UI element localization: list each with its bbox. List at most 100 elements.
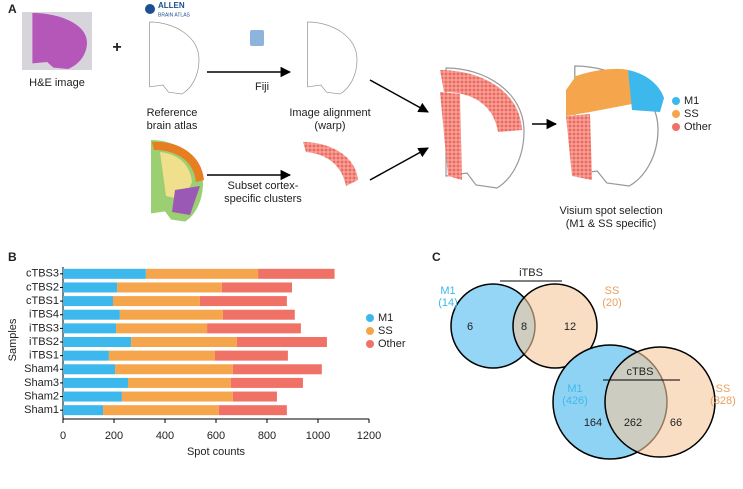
y-tick-label: iTBS2 xyxy=(29,336,59,348)
bar-segment xyxy=(236,337,327,347)
bar-segment xyxy=(63,309,120,320)
venn-count: 164 xyxy=(584,417,602,429)
bar-segment xyxy=(63,391,122,402)
venn-count: 66 xyxy=(670,417,682,429)
merged-spots xyxy=(440,92,462,180)
bar-segment xyxy=(112,296,200,307)
venn-title: cTBS xyxy=(627,366,654,378)
legend-dot xyxy=(366,340,374,348)
bar-segment xyxy=(63,350,109,361)
venn-circle xyxy=(512,283,598,369)
legend-dot xyxy=(366,327,374,335)
x-tick-label: 1200 xyxy=(357,430,381,442)
bar-segment xyxy=(232,391,277,402)
arrow xyxy=(369,147,429,181)
bar-segment xyxy=(145,268,259,279)
y-tick-label: iTBS1 xyxy=(29,350,59,362)
reference-label: Reference xyxy=(147,107,198,119)
set-size: (20) xyxy=(602,297,622,309)
bar-segment xyxy=(199,296,287,307)
y-tick-label: Sham3 xyxy=(24,377,59,389)
bar-segment xyxy=(63,268,146,279)
venn-circle xyxy=(604,346,716,458)
fiji-icon xyxy=(250,30,264,46)
x-tick-label: 600 xyxy=(207,430,225,442)
x-axis-title: Spot counts xyxy=(187,446,246,458)
he-label: H&E image xyxy=(29,77,85,89)
x-tick-label: 200 xyxy=(105,430,123,442)
bar-segment xyxy=(63,282,118,293)
y-tick-label: Sham4 xyxy=(24,363,59,375)
legend-dot xyxy=(672,123,680,131)
bar-segment xyxy=(116,323,208,334)
venn-count: 262 xyxy=(624,417,642,429)
other-region xyxy=(566,114,592,180)
legend-label: M1 xyxy=(378,312,393,324)
bar-segment xyxy=(119,309,223,320)
y-tick-label: cTBS2 xyxy=(26,281,59,293)
set-size: (14) xyxy=(438,297,458,309)
m1-region xyxy=(628,70,664,112)
selection-label: (M1 & SS specific) xyxy=(566,218,656,230)
bar-segment xyxy=(115,364,233,375)
panel-label: C xyxy=(432,250,441,264)
panel-label: A xyxy=(8,2,17,16)
bar-segment xyxy=(218,405,287,416)
bar-segment xyxy=(207,323,301,334)
fiji-label: Fiji xyxy=(255,81,269,93)
allen-subtitle: BRAIN ATLAS xyxy=(158,12,191,18)
atlas-aligned xyxy=(307,21,358,95)
legend-label: SS xyxy=(378,325,393,337)
plus: + xyxy=(112,39,121,56)
bar-segment xyxy=(232,364,322,375)
bar-segment xyxy=(214,350,288,361)
set-label: SS xyxy=(605,285,620,297)
venn-title: iTBS xyxy=(519,267,543,279)
x-tick-label: 1000 xyxy=(306,430,330,442)
venn-count: 12 xyxy=(564,321,576,333)
arrow xyxy=(369,79,429,113)
y-tick-label: cTBS1 xyxy=(26,295,59,307)
cluster xyxy=(172,186,200,215)
bar-segment xyxy=(108,350,215,361)
legend-label: SS xyxy=(684,108,699,120)
set-label: SS xyxy=(716,383,731,395)
ss-region xyxy=(566,68,632,116)
bar-segment xyxy=(63,337,132,347)
cluster xyxy=(160,152,192,200)
merged-spots xyxy=(440,70,522,132)
x-tick-label: 800 xyxy=(258,430,276,442)
bar-segment xyxy=(258,268,335,279)
set-label: M1 xyxy=(567,383,582,395)
bar-segment xyxy=(63,405,104,416)
bar-segment xyxy=(128,377,231,388)
legend-label: Other xyxy=(378,338,406,350)
subset-spots xyxy=(303,142,358,186)
legend-label: Other xyxy=(684,121,712,133)
bar-segment xyxy=(63,377,129,388)
legend-dot xyxy=(672,97,680,105)
venn-count: 8 xyxy=(521,321,527,333)
selection-label: Visium spot selection xyxy=(559,205,662,217)
set-label: M1 xyxy=(440,285,455,297)
bar-segment xyxy=(121,391,233,402)
y-tick-label: cTBS3 xyxy=(26,268,59,280)
subset-label: specific clusters xyxy=(224,193,302,205)
set-size: (328) xyxy=(710,395,736,407)
set-size: (426) xyxy=(562,395,588,407)
subset-label: Subset cortex- xyxy=(228,180,299,192)
bar-segment xyxy=(221,282,292,293)
x-tick-label: 400 xyxy=(156,430,174,442)
bar-segment xyxy=(63,323,117,334)
allen-logo xyxy=(145,4,155,14)
bar-segment xyxy=(63,296,113,307)
y-tick-label: iTBS3 xyxy=(29,322,59,334)
legend-label: M1 xyxy=(684,95,699,107)
bar-segment xyxy=(131,337,237,347)
bar-segment xyxy=(230,377,303,388)
bar-segment xyxy=(103,405,219,416)
legend-dot xyxy=(366,314,374,322)
y-axis-title: Samples xyxy=(7,318,19,361)
